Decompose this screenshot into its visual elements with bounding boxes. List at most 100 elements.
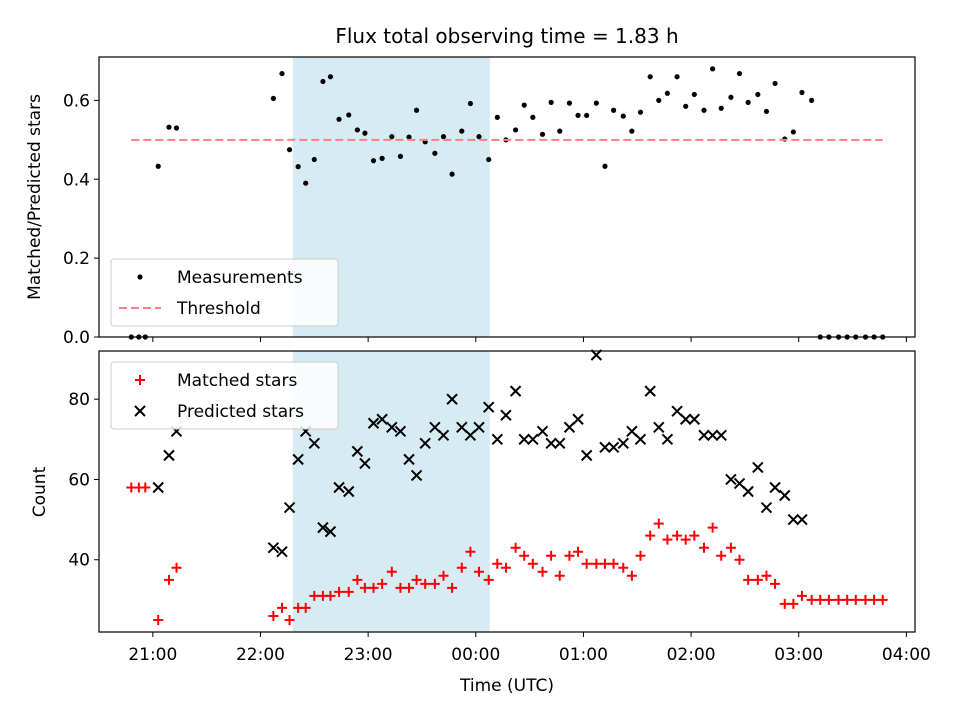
predicted-stars-point [491,433,504,446]
matched-stars-point [599,558,610,569]
matched-stars-point [456,562,467,573]
predicted-stars-point [446,393,458,405]
matched-stars-point [447,582,458,593]
predicted-stars-point [394,425,407,437]
predicted-stars-point [163,449,175,462]
predicted-stars-point [410,469,423,482]
predicted-stars-point [324,525,337,538]
measurement-point [809,97,815,103]
matched-stars-point [153,614,164,625]
predicted-stars-point [644,385,656,397]
matched-stars-point [500,562,511,573]
predicted-stars-point [796,513,808,526]
matched-stars-point [277,602,288,613]
measurement-point [736,70,743,77]
measurement-point [513,127,519,133]
matched-stars-point [546,550,557,561]
predicted-stars-point [367,417,380,429]
matched-stars-point [806,594,817,605]
x-tick-label: 00:00 [451,645,500,665]
matched-stars-point [368,582,379,593]
matched-stars-point [527,558,538,569]
measurement-point [327,74,334,80]
predicted-stars-point [518,433,530,446]
matched-stars-point [869,594,880,605]
matched-stars-point [554,570,565,581]
matched-stars-point [300,602,311,613]
measurement-point [745,99,751,105]
measurement-point [467,100,473,107]
legend-marker-measurements [137,274,143,280]
matched-stars-point [420,578,431,589]
predicted-stars-point [308,437,321,450]
matched-stars-point [395,582,406,593]
predicted-stars-point [580,449,593,462]
measurement-point [389,134,395,140]
predicted-stars-point [359,457,371,470]
x-tick-label: 04:00 [882,645,931,665]
top-y-tick-label: 0.6 [63,91,90,111]
measurement-point [311,156,317,163]
x-tick-label: 03:00 [774,645,823,665]
measurement-point [440,134,447,140]
matched-stars-point [608,558,619,569]
measurement-point [539,131,546,137]
matched-stars-point [268,610,279,621]
matched-stars-point [519,550,530,561]
predicted-stars-point [787,513,800,526]
predicted-stars-point [545,437,557,450]
measurement-point [728,94,734,100]
measurement-point [354,127,360,133]
matched-stars-point [725,542,736,553]
matched-stars-point [779,598,790,609]
matched-stars-point [645,530,656,541]
x-tick-label: 21:00 [128,645,177,665]
x-axis-label: Time (UTC) [459,676,554,696]
measurement-point [346,112,352,118]
matched-stars-point [635,550,646,561]
matched-stars-point [815,594,826,605]
predicted-stars-point [473,421,485,433]
matched-stars-point [626,570,637,581]
predicted-stars-point [536,425,549,437]
matched-stars-point [689,530,700,541]
matched-stars-point [699,542,710,553]
predicted-stars-point [653,421,665,433]
predicted-stars-point [698,429,710,442]
predicted-stars-point [779,489,791,502]
matched-stars-point [761,570,772,581]
matched-stars-point [334,586,345,597]
measurement-point [286,147,293,153]
measurement-point [494,114,500,120]
matched-stars-point [377,578,388,589]
matched-stars-point [171,562,182,573]
top-panel-y-axis-label: Matched/Predicted stars [25,94,45,300]
matched-stars-point [618,562,629,573]
matched-stars-point [492,558,503,569]
predicted-stars-point [679,413,692,425]
matched-stars-point [716,550,727,561]
bottom-panel-y-axis-label: Count [30,466,50,517]
measurement-point [647,74,653,80]
bottom-panel: 21:00 22:00 23:00 00:00 01:00 02:00 03:00 04:00… [68,349,931,665]
top-panel: 0.0 0.2 0.4 0.6 Measurements Threshold [63,56,916,348]
measurement-point [413,107,420,113]
predicted-stars-point [607,441,620,454]
predicted-stars-point [599,441,611,454]
measurement-point [610,107,617,113]
measurement-point [295,164,301,170]
predicted-stars-point [343,485,355,498]
predicted-stars-point [688,413,701,425]
predicted-stars-point [500,409,512,421]
matched-stars-point [833,594,844,605]
matched-stars-point [752,574,763,585]
measurement-point [674,74,680,80]
matched-stars-point [788,598,799,609]
measurement-point [710,66,716,72]
measurement-point [683,103,689,109]
matched-stars-point [653,518,664,529]
measurement-point [691,91,697,98]
matched-stars-point [309,590,320,601]
matched-stars-point [707,522,718,533]
